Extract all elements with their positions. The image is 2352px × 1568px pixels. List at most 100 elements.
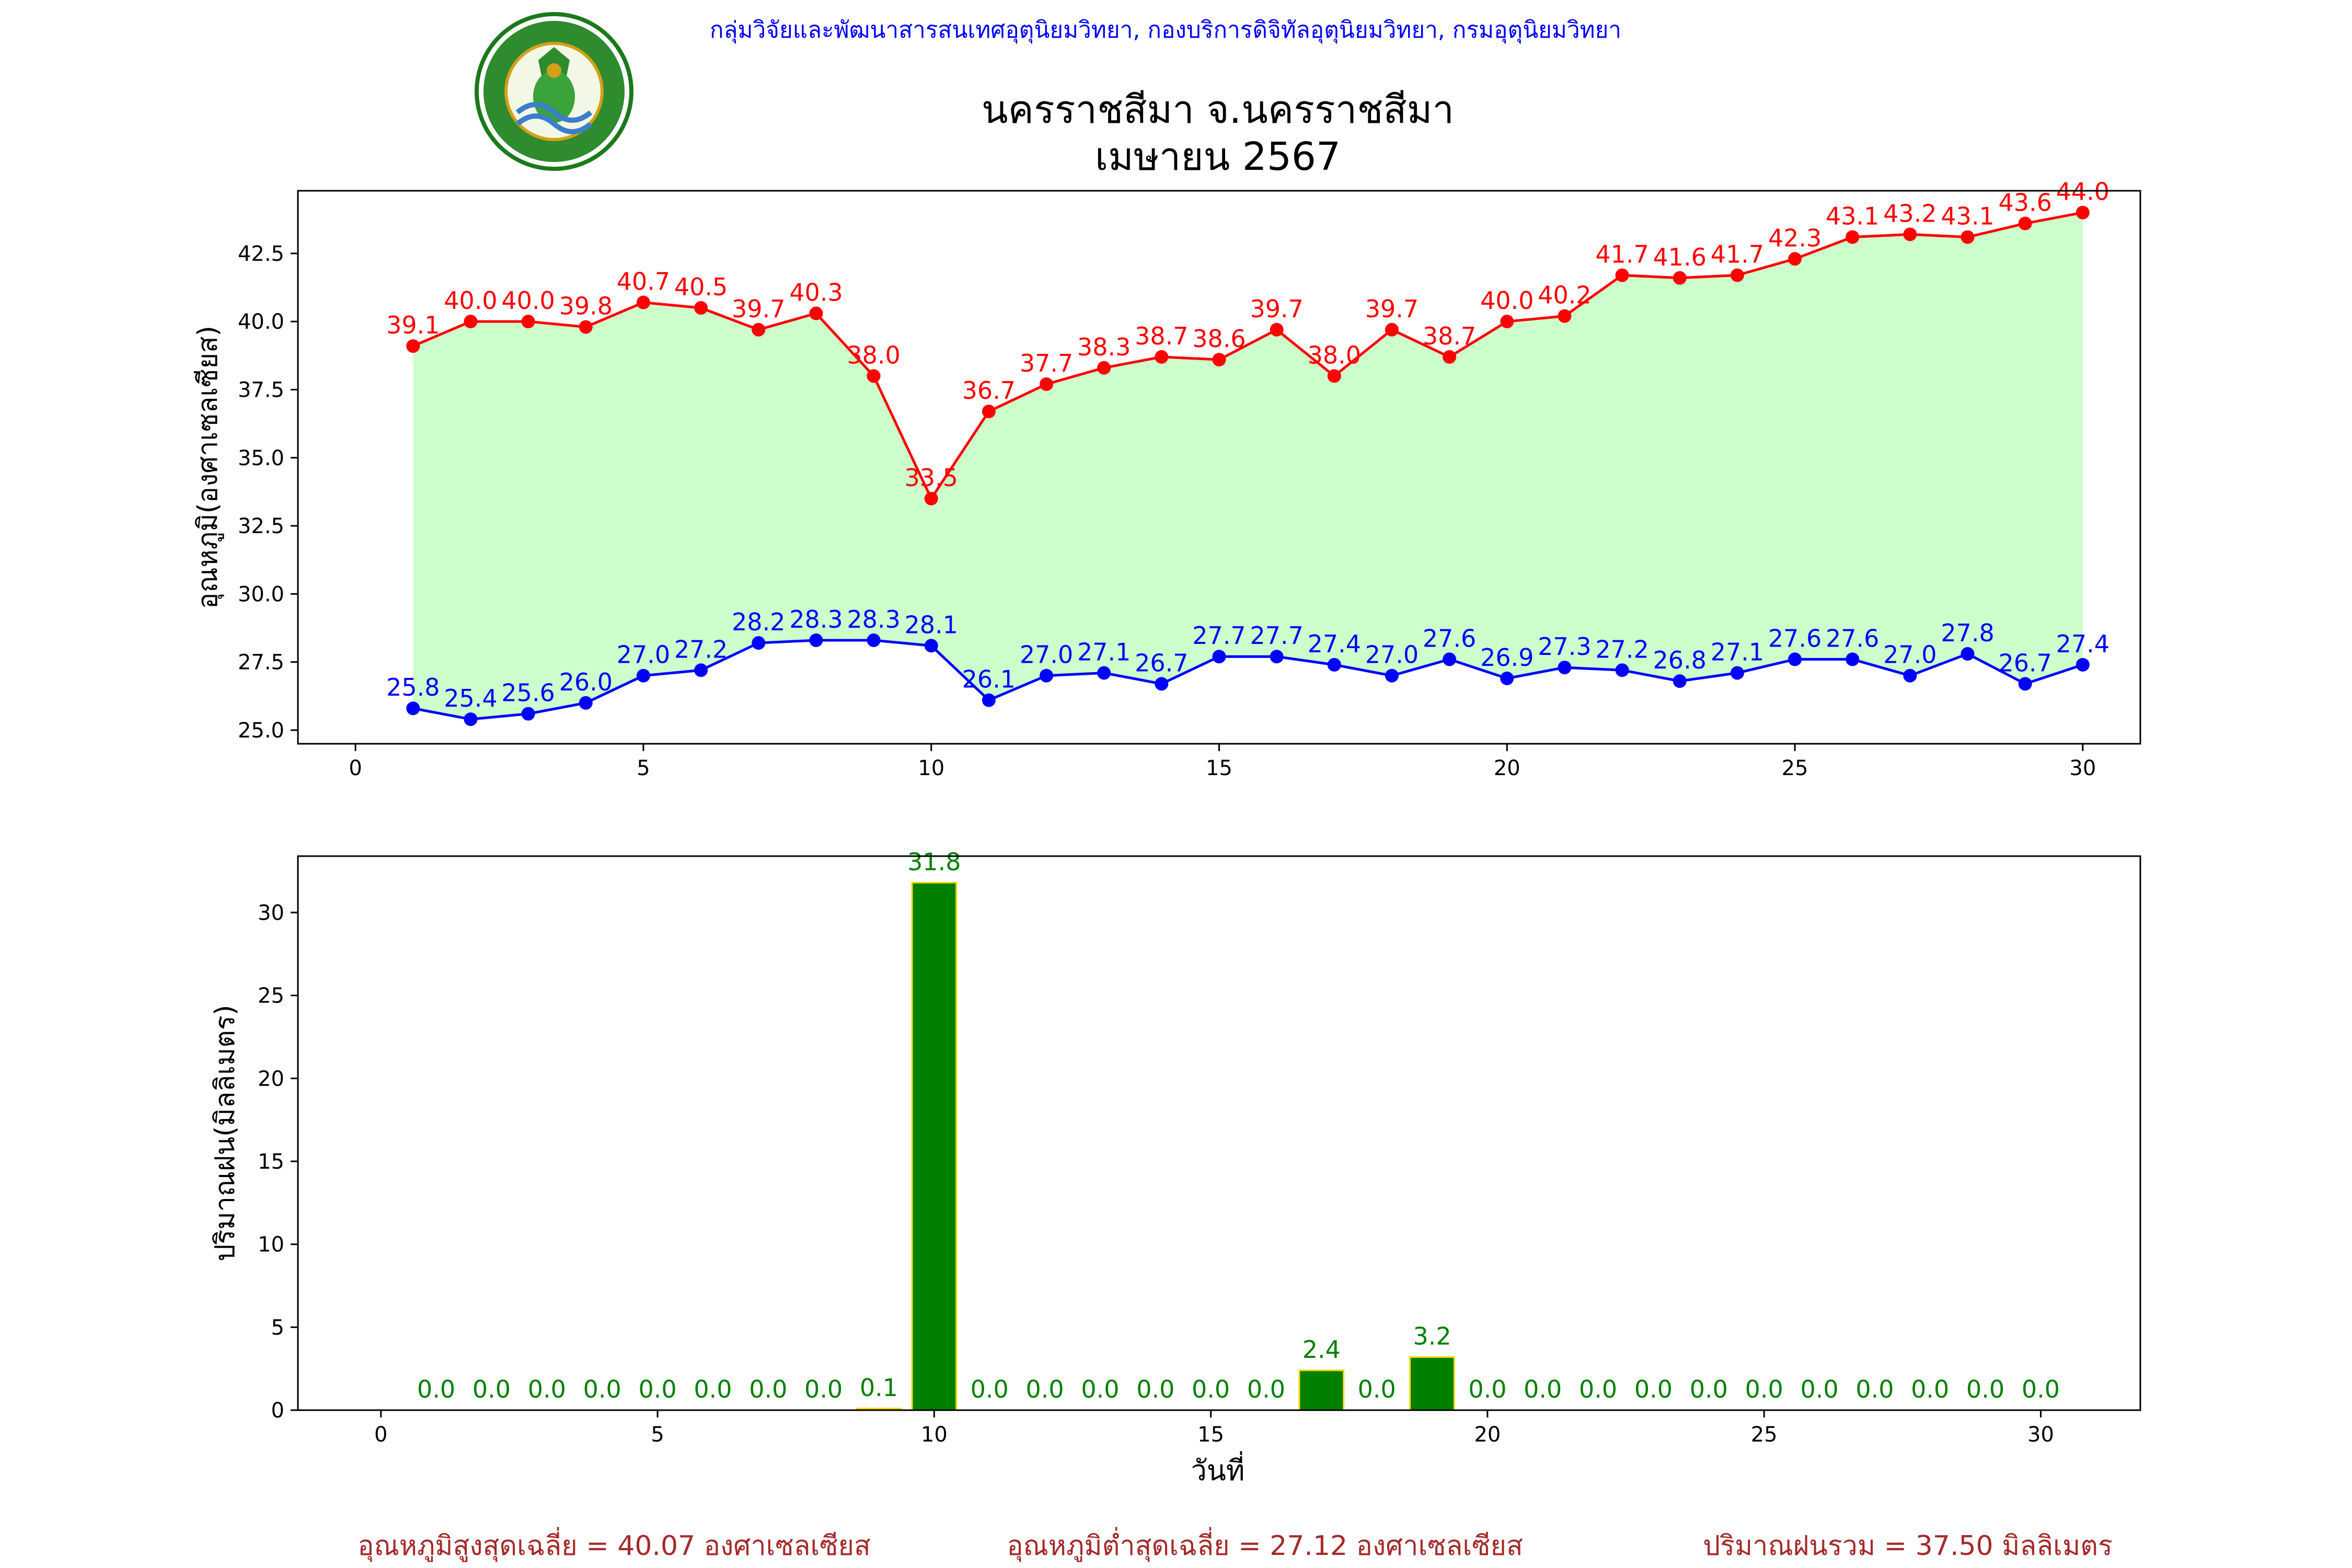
max-temperature-point [1500,315,1514,329]
rainfall-label: 0.0 [971,1375,1009,1403]
rainfall-label: 0.0 [638,1375,676,1403]
y-tick-label: 37.5 [238,378,284,402]
x-tick-label: 15 [1206,756,1232,780]
rainfall-label: 0.0 [1579,1375,1617,1403]
max-temperature-label: 43.1 [1826,202,1879,230]
max-temperature-point [1903,227,1917,241]
temperature-series [406,205,2090,727]
rainfall-label: 0.0 [1690,1375,1728,1403]
max-temperature-point [1615,268,1629,282]
max-temperature-label: 33.5 [905,464,958,492]
rainfall-y-axis: 0 5 10 15 20 25 30 [258,901,298,1423]
meteorological-department-logo [475,12,633,171]
max-temperature-point [1673,271,1687,285]
x-tick-label: 15 [1197,1423,1224,1447]
max-temperature-point [1846,230,1860,244]
min-temperature-label: 27.4 [1308,630,1361,658]
min-temperature-label: 27.6 [1768,624,1821,652]
max-temperature-label: 43.6 [1998,189,2051,217]
rainfall-label: 2.4 [1302,1335,1341,1364]
y-tick-label: 25.0 [238,719,284,743]
max-temperature-point [1558,309,1572,323]
x-tick-label: 20 [1494,756,1520,780]
y-tick-label: 27.5 [238,651,284,675]
x-tick-label: 5 [637,756,650,780]
x-tick-label: 10 [918,756,944,780]
min-temperature-point [1040,668,1054,683]
max-temperature-label: 39.7 [1365,295,1419,323]
min-temperature-label: 27.0 [1365,641,1419,669]
max-temperature-point [1327,369,1341,383]
x-tick-label: 30 [2069,756,2096,780]
min-temperature-point [1500,671,1514,685]
min-temperature-label: 27.8 [1941,619,1994,647]
min-temperature-point [982,693,996,707]
min-temperature-point [2076,658,2090,672]
x-tick-label: 25 [1751,1423,1778,1447]
min-temperature-point [1673,674,1687,688]
max-temperature-point [924,491,938,505]
rainfall-label: 0.0 [1081,1375,1119,1403]
max-temperature-point [809,306,823,320]
max-temperature-label: 40.0 [501,286,555,315]
rainfall-label: 0.0 [1634,1375,1673,1403]
max-temperature-label: 40.0 [1480,286,1534,315]
y-tick-label: 20 [258,1067,284,1091]
min-temperature-point [1155,677,1169,691]
min-temperature-point [1615,663,1629,677]
max-temperature-label: 39.7 [1250,295,1303,323]
rainfall-label: 0.0 [1192,1375,1230,1403]
min-temperature-label: 26.0 [559,668,613,696]
rainfall-plot-frame [297,855,2141,1411]
y-tick-label: 32.5 [238,514,284,538]
y-tick-label: 42.5 [238,242,284,266]
max-temperature-label: 39.1 [386,311,440,339]
rainfall-label: 0.0 [417,1375,455,1403]
max-temperature-label: 38.7 [1423,322,1476,350]
rainfall-panel: 0.0 0.0 0.0 0.0 0.0 0.0 0.0 0.0 0.1 31.8 0.0 0.0 0.0… [210,848,2141,1487]
min-temperature-point [579,696,593,710]
max-temperature-point [2076,205,2090,220]
rainfall-x-axis-label: วันที่ [1191,1451,1245,1487]
rainfall-label: 0.0 [749,1375,787,1403]
max-temperature-point [1385,322,1399,337]
temperature-plot-frame [297,190,2141,745]
x-tick-label: 0 [374,1423,387,1447]
min-temperature-label: 25.4 [444,684,497,712]
rainfall-label: 0.0 [1745,1375,1783,1403]
min-temperature-point [464,712,478,727]
rainfall-data-labels: 0.0 0.0 0.0 0.0 0.0 0.0 0.0 0.0 0.1 31.8 0.0 0.0 0.0… [417,848,2060,1403]
min-temperature-label: 27.3 [1538,632,1591,661]
min-temperature-point [1730,666,1744,680]
max-temperature-label: 38.0 [847,341,900,369]
avg-max-temperature-summary: อุณหภูมิสูงสุดเฉลี่ย = 40.07 องศาเซลเซีย… [358,1527,871,1562]
max-temperature-label: 40.0 [444,286,497,315]
max-temperature-point [1730,268,1744,282]
min-temperature-label: 27.1 [1711,638,1764,666]
rainfall-label: 0.0 [694,1375,732,1403]
max-temperature-point [1270,322,1284,337]
max-temperature-label: 40.3 [789,279,843,307]
rainfall-bar [1409,1356,1455,1411]
rainfall-label: 0.0 [1911,1375,1949,1403]
x-tick-label: 30 [2027,1423,2054,1447]
min-temperature-point [1846,652,1860,666]
min-temperature-point [1270,650,1284,664]
y-tick-label: 0 [271,1399,284,1423]
min-temperature-label: 28.3 [847,605,900,633]
rainfall-label: 3.2 [1413,1322,1451,1350]
max-temperature-label: 43.2 [1883,199,1936,227]
min-temperature-label: 27.2 [674,635,728,663]
max-temperature-point [579,320,593,334]
min-temperature-point [521,707,535,721]
min-temperature-point [1212,650,1226,664]
rainfall-y-axis-label: ปริมาณฝน(มิลลิเมตร) [210,1005,241,1261]
rainfall-label: 0.0 [1800,1375,1838,1403]
max-temperature-label: 38.6 [1192,325,1246,353]
min-temperature-point [924,639,938,653]
max-temperature-label: 38.3 [1077,333,1131,361]
rainfall-label: 0.0 [1468,1375,1506,1403]
max-temperature-point [1788,252,1802,266]
max-temperature-point [1040,377,1054,391]
chart-title-line1: นครราชสีมา จ.นครราชสีมา [982,87,1454,132]
